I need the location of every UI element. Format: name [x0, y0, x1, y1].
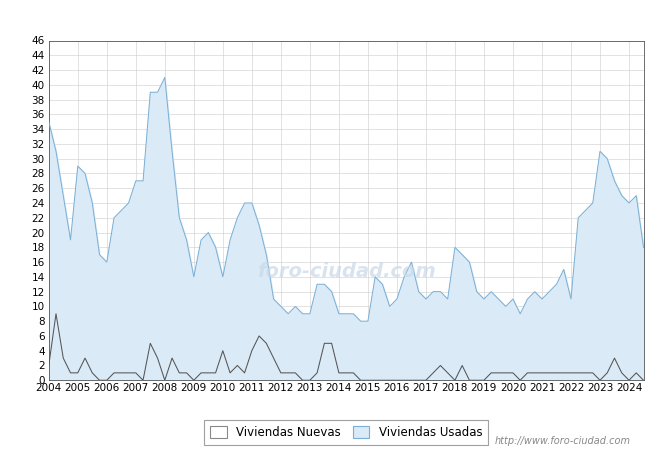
Text: http://www.foro-ciudad.com: http://www.foro-ciudad.com [495, 436, 630, 446]
Legend: Viviendas Nuevas, Viviendas Usadas: Viviendas Nuevas, Viviendas Usadas [204, 420, 488, 445]
Text: foro-ciudad.com: foro-ciudad.com [257, 262, 436, 281]
Text: Vélez-Rubio - Evolucion del Nº de Transacciones Inmobiliarias: Vélez-Rubio - Evolucion del Nº de Transa… [100, 9, 550, 24]
